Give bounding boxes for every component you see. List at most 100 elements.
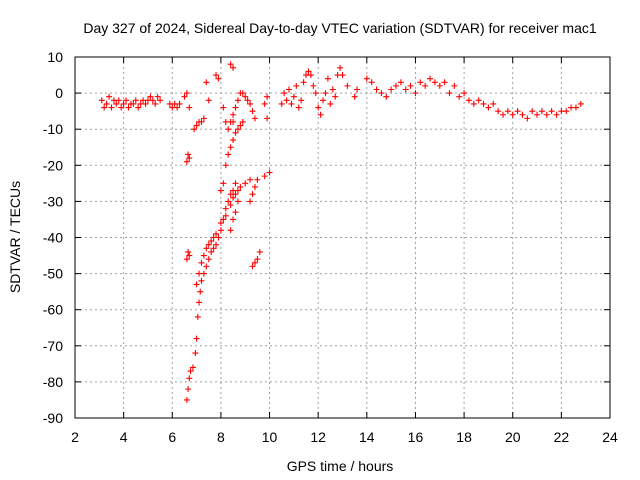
data-point bbox=[247, 100, 254, 107]
data-point bbox=[186, 155, 193, 162]
data-point bbox=[344, 82, 351, 89]
data-point bbox=[135, 104, 142, 111]
data-point bbox=[181, 93, 188, 100]
data-point bbox=[234, 126, 241, 133]
data-point bbox=[310, 82, 317, 89]
x-axis-title: GPS time / hours bbox=[287, 458, 394, 474]
data-point bbox=[242, 93, 249, 100]
x-tick-label: 22 bbox=[554, 429, 570, 445]
data-point bbox=[120, 100, 127, 107]
data-point bbox=[200, 252, 207, 259]
y-tick-label: -10 bbox=[43, 121, 63, 137]
data-point bbox=[264, 93, 271, 100]
data-point bbox=[417, 79, 424, 86]
data-point bbox=[295, 104, 302, 111]
data-point bbox=[98, 97, 105, 104]
data-point bbox=[256, 248, 263, 255]
data-point bbox=[222, 162, 229, 169]
data-point bbox=[485, 104, 492, 111]
y-tick-label: 10 bbox=[47, 49, 63, 65]
y-tick-label: -20 bbox=[43, 157, 63, 173]
data-point bbox=[261, 173, 268, 180]
data-point bbox=[378, 90, 385, 97]
data-point bbox=[213, 241, 220, 248]
data-point bbox=[186, 252, 193, 259]
data-point bbox=[490, 100, 497, 107]
x-tick-label: 10 bbox=[262, 429, 278, 445]
data-point bbox=[237, 183, 244, 190]
x-tick-labels: 2 4 6 8 10 12 14 16 18 20 22 24 bbox=[71, 429, 618, 445]
data-point bbox=[217, 227, 224, 234]
data-point bbox=[239, 90, 246, 97]
data-point bbox=[451, 82, 458, 89]
x-tick-label: 24 bbox=[602, 429, 618, 445]
data-point bbox=[200, 115, 207, 122]
data-point bbox=[227, 61, 234, 68]
x-tick-label: 20 bbox=[505, 429, 521, 445]
y-tick-label: 0 bbox=[55, 85, 63, 101]
data-point bbox=[249, 191, 256, 198]
data-point bbox=[196, 270, 203, 277]
data-point bbox=[130, 100, 137, 107]
data-point bbox=[247, 198, 254, 205]
data-point bbox=[354, 86, 361, 93]
data-point bbox=[495, 108, 502, 115]
data-point bbox=[388, 86, 395, 93]
data-point bbox=[118, 104, 125, 111]
data-point bbox=[500, 111, 506, 118]
data-point bbox=[431, 79, 438, 86]
data-point bbox=[132, 97, 139, 104]
data-point bbox=[288, 100, 295, 107]
data-point bbox=[327, 100, 334, 107]
data-point bbox=[249, 108, 256, 115]
y-tick-label: -50 bbox=[43, 266, 63, 282]
data-point bbox=[196, 299, 203, 306]
data-point bbox=[154, 93, 161, 100]
data-point bbox=[324, 75, 331, 82]
series-evening-band bbox=[363, 75, 584, 122]
data-point bbox=[441, 79, 448, 86]
data-point bbox=[189, 364, 196, 371]
data-point bbox=[548, 108, 555, 115]
data-point bbox=[315, 104, 322, 111]
data-point bbox=[524, 115, 531, 122]
data-point bbox=[230, 137, 237, 144]
x-tick-label: 4 bbox=[120, 429, 128, 445]
data-point bbox=[203, 79, 210, 86]
data-point bbox=[232, 209, 239, 216]
data-point bbox=[192, 350, 199, 357]
data-point bbox=[278, 100, 285, 107]
data-point bbox=[196, 118, 203, 125]
data-point bbox=[351, 93, 358, 100]
data-point bbox=[149, 97, 156, 104]
data-point bbox=[222, 118, 229, 125]
data-point bbox=[237, 122, 244, 129]
data-point bbox=[225, 198, 232, 205]
data-point bbox=[529, 108, 536, 115]
data-point bbox=[456, 93, 463, 100]
data-point bbox=[222, 212, 229, 219]
data-point bbox=[300, 79, 307, 86]
data-point bbox=[185, 151, 192, 158]
data-point bbox=[222, 205, 229, 212]
data-point bbox=[220, 104, 227, 111]
data-point bbox=[339, 72, 346, 79]
data-point bbox=[329, 86, 336, 93]
data-point bbox=[176, 100, 183, 107]
x-tick-label: 6 bbox=[168, 429, 176, 445]
data-point bbox=[232, 104, 239, 111]
data-point bbox=[227, 144, 234, 151]
series-mid-features bbox=[203, 61, 271, 270]
data-point bbox=[227, 202, 234, 209]
data-point bbox=[225, 151, 232, 158]
data-point bbox=[312, 90, 319, 97]
data-point bbox=[123, 97, 130, 104]
y-tick-label: -80 bbox=[43, 374, 63, 390]
series-left-clusters bbox=[166, 90, 212, 263]
data-point bbox=[210, 245, 217, 252]
data-point bbox=[286, 86, 292, 93]
data-point bbox=[208, 248, 215, 255]
data-point bbox=[147, 93, 154, 100]
data-point bbox=[193, 122, 200, 129]
